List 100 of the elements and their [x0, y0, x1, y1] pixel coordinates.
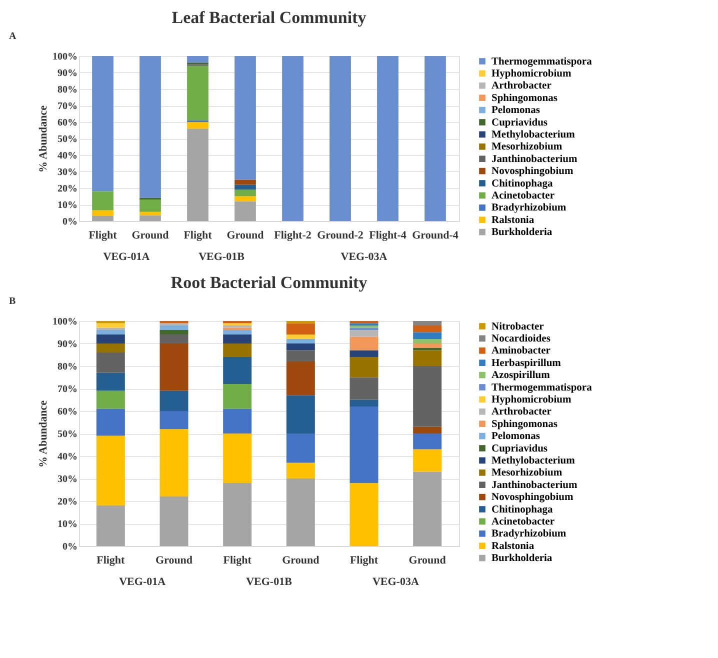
bar [413, 472, 442, 546]
y-tick-label: 30% [58, 474, 78, 485]
bar [223, 483, 252, 546]
y-tick-label: 0% [62, 542, 78, 552]
x-tick-label: Flight-4 [369, 230, 407, 242]
bar [92, 210, 114, 216]
bar [187, 66, 208, 120]
bar [160, 334, 188, 344]
legend-label: Chitinophaga [492, 504, 554, 516]
y-tick-label: 70% [58, 101, 78, 112]
legend-label: Thermogemmatispora [492, 382, 593, 394]
legend-label: Novosphingobium [492, 166, 574, 178]
legend-label: Arthrobacter [492, 80, 552, 92]
x-tick-label: Flight [88, 230, 118, 242]
bar [187, 56, 208, 63]
bar [160, 429, 188, 496]
bar [350, 330, 378, 337]
bar [223, 408, 252, 434]
bar [92, 191, 114, 210]
bar [377, 56, 398, 221]
legend-label: Acinetobacter [492, 190, 555, 202]
legend-label: Herbaspirillum [492, 358, 562, 369]
bar [350, 406, 378, 483]
x-tick-label: Flight [223, 554, 252, 566]
legend-label: Mesorhizobium [492, 142, 562, 153]
legend-label: Aminobacter [492, 346, 551, 357]
bar [350, 400, 378, 406]
x-tick-label: Ground [132, 230, 169, 242]
bar [140, 215, 161, 221]
bar [350, 336, 378, 350]
legend-label: Methylobacterium [492, 129, 576, 140]
bar [223, 330, 252, 334]
x-tick-label: Ground [226, 230, 264, 242]
legend-label: Cupriavidus [492, 443, 548, 454]
y-tick-label: 80% [58, 84, 78, 96]
bar [187, 122, 208, 129]
legend-label: Burkholderia [492, 553, 553, 564]
bar [160, 411, 188, 429]
x-tick-label: Ground [155, 554, 193, 566]
bar [413, 321, 442, 326]
y-tick-label: 70% [58, 384, 78, 395]
bar [96, 330, 125, 334]
legend-label: Hyphomicrobium [492, 394, 572, 406]
bar [96, 372, 125, 391]
x-tick-label: Ground [408, 554, 446, 566]
y-tick-label: 100% [52, 52, 78, 62]
bar [413, 344, 442, 348]
bar [234, 184, 256, 190]
bar [413, 449, 442, 472]
bar [286, 350, 315, 362]
text: VEG-01A [103, 251, 150, 263]
bar [96, 334, 125, 344]
text: B [9, 296, 16, 307]
legend-label: Janthinobacterium [492, 480, 578, 491]
y-tick-label: 20% [58, 184, 78, 194]
y-tick-label: 10% [58, 200, 78, 211]
text: VEG-01B [246, 576, 293, 588]
bar [413, 332, 442, 339]
y-tick-label: 60% [58, 406, 78, 418]
bar [160, 326, 188, 330]
bar [330, 56, 351, 221]
bar [234, 196, 256, 202]
y-tick-label: 40% [58, 150, 78, 162]
legend-label: Mesorhizobium [492, 468, 562, 479]
bar [424, 56, 446, 221]
text: VEG-03A [372, 576, 419, 588]
bar [160, 390, 188, 411]
legend-label: Janthinobacterium [492, 154, 578, 165]
y-tick-label: 40% [58, 452, 78, 462]
bar [92, 216, 114, 221]
legend-label: Pelomonas [492, 431, 540, 442]
text: A [9, 31, 17, 42]
bar [286, 344, 315, 350]
y-tick-label: 20% [58, 496, 78, 508]
y-tick-label: 60% [58, 118, 78, 128]
bar [286, 334, 315, 339]
legend-label: Azospirillum [492, 370, 550, 382]
bar [286, 478, 315, 546]
bar [96, 344, 125, 352]
legend-label: Methylobacterium [492, 455, 576, 466]
y-axis-title: % Abundance [38, 105, 50, 172]
bar [140, 56, 161, 198]
bar [96, 506, 125, 546]
x-tick-label: Flight [350, 554, 378, 566]
bar [286, 339, 315, 344]
bar [96, 323, 125, 328]
y-tick-label: 100% [52, 316, 78, 328]
text: VEG-01A [119, 576, 166, 588]
legend-label: Ralstonia [492, 214, 535, 226]
bar [413, 339, 442, 344]
bar [413, 326, 442, 332]
bar [286, 434, 315, 463]
chart-title: Root Bacterial Community [170, 273, 368, 292]
x-tick-label: Ground [282, 554, 320, 566]
bar [413, 350, 442, 366]
legend-label: Burkholderia [492, 227, 553, 238]
legend-label: Acinetobacter [492, 516, 555, 528]
text: VEG-03A [340, 251, 388, 263]
bar [413, 426, 442, 434]
bar [160, 496, 188, 546]
